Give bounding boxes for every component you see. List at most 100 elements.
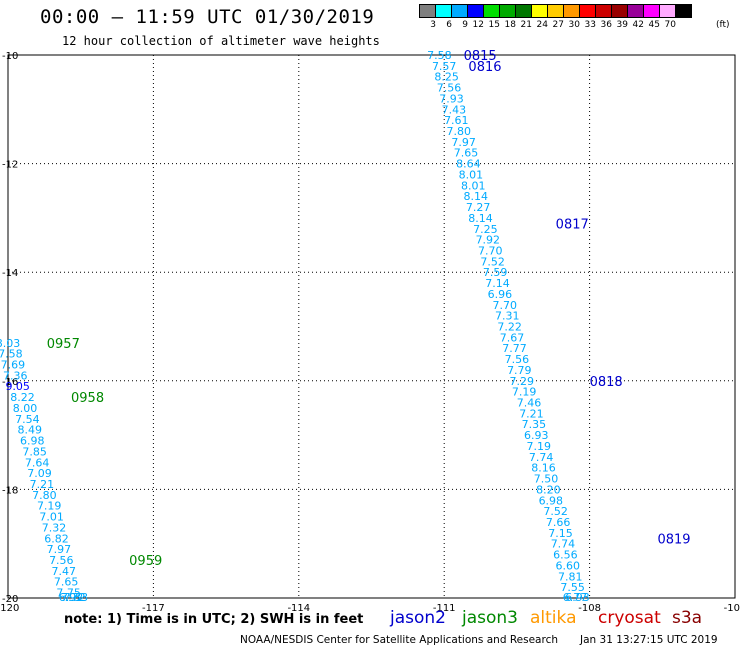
swh-value: 7.59 — [483, 266, 508, 279]
colorbar-label: 30 — [568, 20, 580, 30]
swh-value: 8.22 — [10, 391, 35, 404]
swh-value: 7.70 — [493, 299, 518, 312]
swh-value: 6.98 — [539, 494, 564, 507]
colorbar-labels: 3 6 9 12 15 18 21 24 27 30 33 36 39 42 45 70 — [420, 20, 692, 30]
swh-value: 6.98 — [20, 435, 45, 448]
swh-value: 8.16 — [531, 462, 556, 475]
swh-value: 7.77 — [502, 342, 527, 355]
colorbar-label: 12 — [472, 20, 484, 30]
map-subtitle: 12 hour collection of altimeter wave hei… — [62, 34, 380, 48]
x-tick-label: -117 — [142, 603, 165, 614]
swh-value: 7.72 — [61, 591, 86, 604]
swh-value: 7.85 — [22, 445, 47, 458]
swh-value: 7.43 — [442, 103, 467, 116]
colorbar-label: 36 — [600, 20, 612, 30]
timestamp: Jan 31 13:27:15 UTC 2019 — [580, 634, 718, 646]
x-tick-label: -105 — [724, 603, 740, 614]
swh-value: 9.05 — [5, 380, 30, 393]
swh-value: 8.25 — [434, 71, 459, 84]
y-tick-label: -18 — [2, 485, 18, 496]
swh-value: 7.61 — [444, 114, 469, 127]
satellite-legend-jason3: jason3 — [462, 608, 518, 628]
y-tick-label: -10 — [2, 51, 18, 62]
x-tick-label: -108 — [578, 603, 601, 614]
satellite-legend-altika: altika — [530, 608, 577, 628]
swh-value: 7.27 — [466, 201, 491, 214]
swh-value: 7.93 — [439, 92, 464, 105]
colorbar-label: 27 — [552, 20, 564, 30]
colorbar-swatch — [675, 4, 692, 18]
swh-value: 6.93 — [524, 429, 549, 442]
pass-time-label: 0816 — [468, 60, 501, 75]
map-frame — [7, 54, 736, 599]
pass-time-label: 0957 — [47, 337, 80, 352]
swh-value: 7.50 — [534, 473, 559, 486]
map-title: 00:00 – 11:59 UTC 01/30/2019 — [40, 6, 375, 28]
satellite-legend-cryosat: cryosat — [598, 608, 661, 628]
satellite-legend-s3a: s3a — [672, 608, 703, 628]
pass-time-label: 0958 — [71, 391, 104, 406]
satellite-legend-jason2: jason2 — [390, 608, 446, 628]
swh-value: 8.00 — [13, 402, 38, 415]
colorbar — [419, 4, 692, 18]
swh-value: 7.01 — [39, 511, 64, 524]
swh-value: 7.29 — [509, 375, 534, 388]
swh-value: 7.81 — [558, 570, 583, 583]
swh-value: 8.49 — [18, 424, 43, 437]
swh-value: 7.09 — [27, 467, 52, 480]
swh-value: 7.22 — [497, 321, 522, 334]
colorbar-label: 18 — [504, 20, 516, 30]
colorbar-label: 15 — [488, 20, 500, 30]
swh-value: 7.58 — [427, 49, 452, 62]
swh-value: 8.64 — [456, 158, 481, 171]
swh-value: 7.55 — [560, 581, 585, 594]
swh-value: 6.92 — [59, 591, 84, 604]
swh-value: 7.92 — [476, 234, 501, 247]
colorbar-label: 6 — [446, 20, 452, 30]
swh-value: 8.14 — [468, 212, 493, 225]
swh-value: 8.01 — [459, 168, 484, 181]
credit-line: NOAA/NESDIS Center for Satellite Applica… — [240, 634, 558, 646]
x-tick-label: -111 — [433, 603, 456, 614]
swh-value: 7.75 — [56, 587, 81, 600]
swh-value: 6.56 — [553, 549, 578, 562]
swh-value: 7.97 — [451, 136, 476, 149]
swh-value: 7.31 — [495, 310, 520, 323]
swh-value: 7.21 — [519, 407, 544, 420]
colorbar-label: 42 — [632, 20, 644, 30]
swh-value: 7.33 — [64, 591, 89, 604]
swh-value: 6.60 — [556, 559, 581, 572]
swh-value: 7.25 — [473, 223, 498, 236]
swh-value: 7.69 — [1, 359, 26, 372]
swh-value: 6.77 — [563, 591, 588, 604]
swh-value: 7.46 — [517, 397, 542, 410]
swh-value: 7.35 — [522, 418, 547, 431]
swh-value: 8.01 — [461, 179, 486, 192]
swh-value: 7.52 — [480, 255, 505, 268]
pass-time-label: 0815 — [464, 49, 497, 64]
swh-value: 7.57 — [432, 60, 457, 73]
swh-value: 8.14 — [463, 190, 488, 203]
swh-value: 7.32 — [42, 521, 67, 534]
legend-note: note: 1) Time is in UTC; 2) SWH is in fe… — [64, 612, 364, 627]
swh-value: 7.54 — [15, 413, 40, 426]
swh-value: 8.20 — [536, 483, 561, 496]
swh-value: 7.52 — [543, 505, 568, 518]
y-tick-label: -12 — [2, 160, 18, 171]
swh-value: 7.56 — [49, 554, 74, 567]
swh-value: 7.21 — [30, 478, 55, 491]
swh-value: 7.14 — [485, 277, 510, 290]
swh-value: 7.70 — [478, 244, 503, 257]
swh-value: 7.36 — [3, 369, 28, 382]
swh-value: 8.03 — [0, 337, 20, 350]
swh-value: 7.66 — [546, 516, 571, 529]
pass-time-label: 0818 — [590, 375, 623, 390]
swh-value: 7.58 — [0, 348, 23, 361]
swh-value: 6.82 — [44, 532, 69, 545]
swh-value: 7.74 — [529, 451, 554, 464]
swh-value: 7.65 — [54, 576, 79, 589]
colorbar-label: 9 — [462, 20, 468, 30]
pass-time-label: 0817 — [556, 217, 589, 232]
swh-value: 7.80 — [446, 125, 471, 138]
pass-time-label: 0819 — [657, 532, 690, 547]
